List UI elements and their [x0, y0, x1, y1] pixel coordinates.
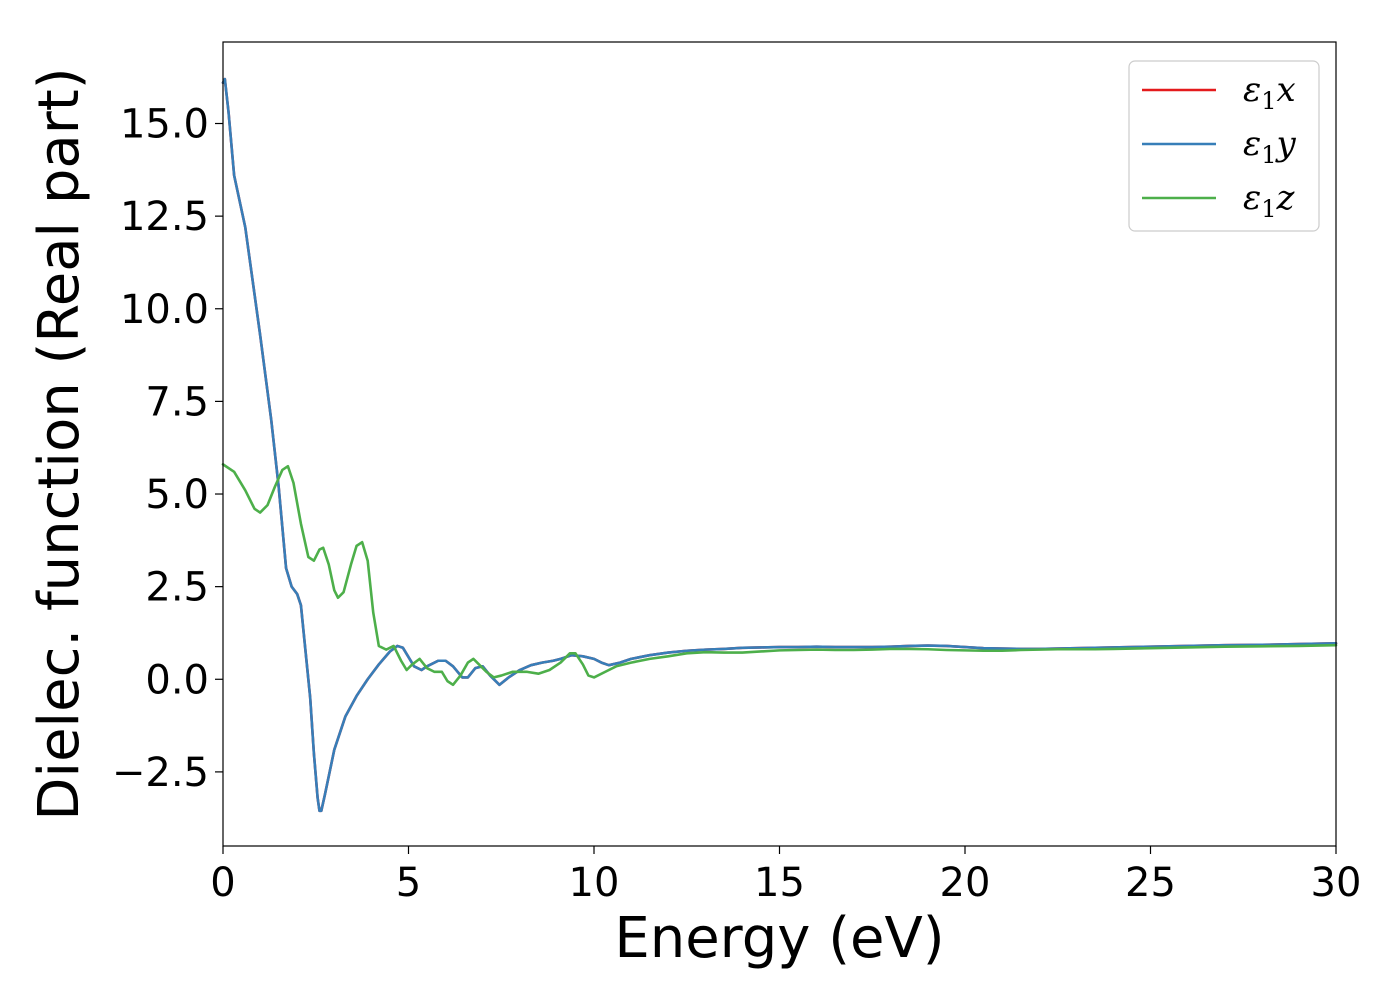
series-line-2 — [221, 463, 1338, 687]
x-axis-title: Energy (eV) — [614, 906, 944, 971]
legend-suffix: y — [1275, 124, 1297, 164]
series-line-1 — [221, 77, 1338, 813]
y-tick-label: 0.0 — [145, 657, 209, 703]
y-tick-label: 7.5 — [145, 379, 209, 425]
legend-box — [1128, 60, 1320, 232]
x-tick-label: 5 — [396, 860, 421, 906]
legend-symbol: ε — [1243, 70, 1261, 110]
legend-subscript: 1 — [1261, 141, 1276, 169]
series-layer — [221, 77, 1338, 813]
x-tick-label: 20 — [940, 860, 991, 906]
x-tick-label: 30 — [1311, 860, 1362, 906]
legend-suffix: x — [1277, 70, 1296, 110]
legend-subscript: 1 — [1261, 87, 1276, 115]
x-axis: 0 5 10 15 20 25 30 — [210, 846, 1361, 906]
y-tick-label: −2.5 — [112, 750, 209, 796]
legend-label-1: ε1y — [1243, 124, 1297, 169]
legend-label-0: ε1x — [1243, 70, 1296, 115]
y-tick-label: 12.5 — [120, 194, 209, 240]
legend-subscript: 1 — [1261, 195, 1276, 223]
x-tick-label: 10 — [569, 860, 620, 906]
x-tick-label: 25 — [1125, 860, 1176, 906]
y-tick-label: 10.0 — [120, 287, 209, 333]
legend-symbol: ε — [1243, 178, 1261, 218]
y-tick-label: 5.0 — [145, 472, 209, 518]
y-tick-label: 15.0 — [120, 102, 209, 148]
x-tick-label: 0 — [210, 860, 235, 906]
y-axis: −2.5 0.0 2.5 5.0 7.5 10.0 12.5 15.0 — [112, 102, 223, 796]
y-tick-label: 2.5 — [145, 565, 209, 611]
y-axis-title: Dielec. function (Real part) — [27, 67, 92, 820]
legend-label-2: ε1z — [1243, 178, 1296, 223]
legend-symbol: ε — [1243, 124, 1261, 164]
x-tick-label: 15 — [754, 860, 805, 906]
legend-suffix: z — [1276, 178, 1296, 218]
